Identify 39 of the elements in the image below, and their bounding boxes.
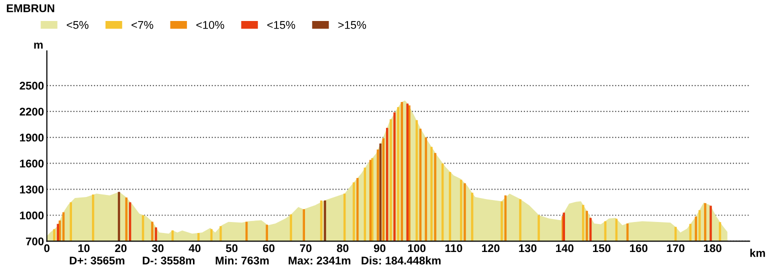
x-tick-label: 100 [408, 244, 426, 252]
x-tick-label: 10 [78, 244, 90, 252]
x-tick-label: 110 [445, 244, 462, 252]
x-axis-title: km [750, 248, 765, 257]
chart-title: EMBRUN [6, 4, 54, 12]
x-tick-label: 130 [519, 244, 536, 252]
y-tick-label: 1000 [20, 212, 44, 220]
x-tick-label: 20 [115, 244, 127, 252]
text: Min: 763m [216, 256, 269, 264]
text: Max: 2341m [288, 256, 350, 264]
x-tick-label: 0 [44, 244, 50, 252]
text: Dis: 184.448km [362, 256, 441, 264]
text: D+: 3565m [70, 256, 124, 264]
x-tick-label: 80 [336, 244, 348, 252]
x-tick-label: 140 [556, 244, 574, 252]
x-tick-label: 70 [300, 244, 312, 252]
y-axis-title: m [34, 42, 43, 49]
legend-label: <10% [196, 21, 224, 29]
x-tick-label: 160 [630, 244, 648, 252]
x-tick-label: 90 [374, 244, 386, 252]
y-tick-label: 1600 [20, 160, 44, 168]
y-tick-label: 2500 [20, 82, 44, 90]
text: D-: 3558m [142, 256, 194, 264]
x-tick-label: 150 [593, 244, 610, 252]
x-tick-label: 40 [188, 244, 201, 252]
y-tick-label: 1300 [20, 186, 44, 194]
x-tick-label: 60 [262, 244, 274, 252]
x-tick-label: 30 [152, 244, 164, 252]
x-tick-label: 180 [704, 244, 722, 252]
x-tick-label: 120 [482, 244, 500, 252]
x-tick-label: 170 [667, 244, 684, 252]
legend-label: <7% [132, 21, 154, 29]
legend-label: >15% [338, 21, 366, 29]
x-tick-label: 50 [226, 244, 238, 252]
y-tick-label: 1900 [20, 134, 44, 142]
legend-label: <5% [66, 21, 88, 29]
y-tick-label: 700 [26, 237, 44, 246]
legend-label: <15% [267, 21, 296, 29]
y-tick-label: 2200 [20, 108, 44, 116]
